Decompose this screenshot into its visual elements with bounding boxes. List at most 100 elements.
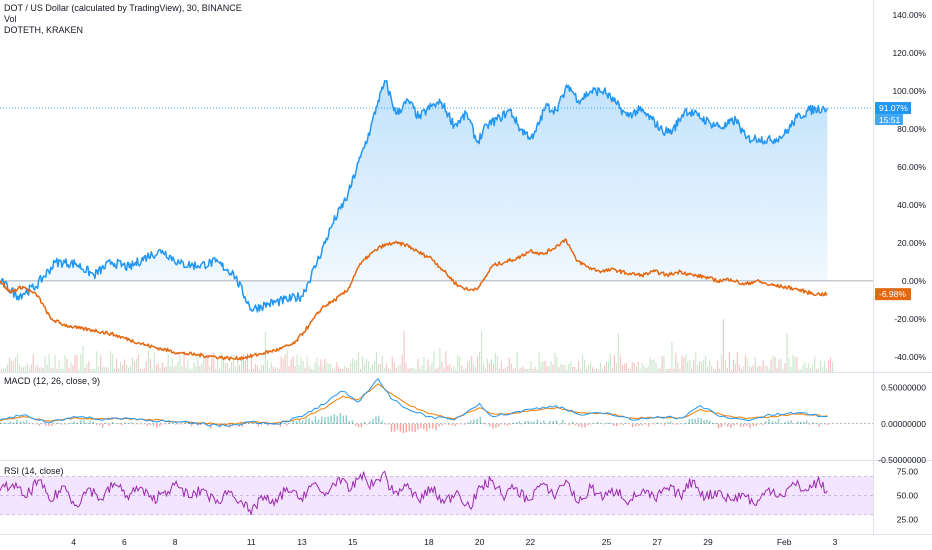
macd-histogram-bar — [60, 423, 63, 425]
macd-histogram-bar — [260, 423, 263, 426]
dot-usd-line[interactable] — [0, 79, 828, 313]
macd-tick-label[interactable]: 0.00000000 — [881, 419, 926, 429]
x-tick-label[interactable]: 11 — [247, 537, 256, 547]
macd-histogram-bar — [777, 418, 780, 424]
volume-bar — [643, 365, 645, 372]
volume-bar — [219, 368, 221, 372]
macd-histogram-bar — [357, 423, 360, 428]
volume-bar — [584, 359, 586, 372]
macd-histogram-bar — [691, 418, 693, 424]
macd-histogram-bar — [336, 416, 338, 424]
y-tick-label[interactable]: -20.00% — [894, 314, 926, 324]
volume-bar — [655, 362, 657, 372]
macd-histogram-bar — [67, 423, 69, 425]
x-tick-label[interactable]: 29 — [703, 537, 713, 547]
macd-histogram-bar — [351, 420, 354, 424]
y-tick-label[interactable]: 0.00% — [902, 276, 927, 286]
price-pane[interactable] — [0, 79, 873, 361]
volume-bar — [241, 355, 243, 372]
doteth-value-tag — [875, 288, 911, 301]
volume-bar — [336, 362, 338, 372]
volume-bar — [252, 368, 254, 372]
macd-pane[interactable] — [0, 378, 873, 434]
macd-histogram-bar — [688, 419, 690, 424]
macd-histogram-bar — [723, 423, 726, 425]
volume-bar — [8, 357, 10, 372]
volume-bar — [425, 369, 427, 372]
volume-bar — [473, 364, 475, 372]
macd-histogram-bar — [676, 423, 678, 425]
macd-tick-label[interactable]: 0.50000000 — [881, 383, 926, 393]
y-tick-label[interactable]: 100.00% — [892, 86, 926, 96]
volume-bar — [360, 369, 362, 372]
volume-bar — [528, 368, 530, 372]
volume-bar — [695, 352, 697, 372]
volume-bar — [590, 362, 592, 372]
y-tick-label[interactable]: 80.00% — [897, 124, 926, 134]
x-tick-label[interactable]: 20 — [475, 537, 485, 547]
macd-tick-label[interactable]: -0.50000000 — [878, 455, 926, 465]
rsi-tick-label[interactable]: 25.00 — [897, 515, 919, 525]
rsi-line[interactable] — [0, 470, 828, 515]
x-tick-label[interactable]: 22 — [526, 537, 536, 547]
macd-legend[interactable]: MACD (12, 26, close, 9) — [4, 376, 101, 386]
macd-histogram-bar — [790, 420, 792, 424]
volume-bar — [306, 356, 308, 372]
volume-bar — [806, 368, 808, 372]
x-tick-label[interactable]: 3 — [833, 537, 838, 547]
x-tick-label[interactable]: 4 — [71, 537, 76, 547]
volume-bar — [369, 367, 371, 372]
volume-bar — [14, 357, 16, 372]
y-tick-label[interactable]: 120.00% — [892, 48, 926, 58]
y-tick-label[interactable]: 140.00% — [892, 10, 926, 20]
volume-legend[interactable]: Vol — [4, 14, 17, 24]
volume-bar — [566, 368, 568, 372]
time-axis[interactable]: 4 6 8 11 13 15 18 20 22 25 27 29 Feb 3 — [71, 537, 837, 547]
doteth-line[interactable] — [0, 238, 828, 361]
macd-histogram-bar — [806, 420, 808, 424]
x-tick-label[interactable]: Feb — [777, 537, 792, 547]
macd-histogram-bar — [184, 423, 186, 424]
x-tick-label[interactable]: 8 — [173, 537, 178, 547]
volume-bar — [28, 369, 30, 372]
volume-bar — [649, 357, 651, 372]
price-axis[interactable]: 140.00% 120.00% 100.00% 80.00% 60.00% 40.00% 2… — [878, 10, 926, 524]
compare-symbol-legend[interactable]: DOTETH, KRAKEN — [4, 25, 84, 35]
volume-bar — [598, 369, 600, 372]
x-tick-label[interactable]: 25 — [602, 537, 612, 547]
macd-histogram-bar — [441, 423, 443, 426]
macd-histogram-bar — [503, 423, 506, 425]
macd-histogram-bar — [467, 422, 469, 424]
macd-histogram-bar — [408, 423, 410, 431]
x-tick-label[interactable]: 15 — [348, 537, 358, 547]
rsi-tick-label[interactable]: 50.00 — [897, 491, 919, 501]
symbol-title[interactable]: DOT / US Dollar (calculated by TradingVi… — [4, 3, 242, 13]
y-tick-label[interactable]: 40.00% — [897, 200, 926, 210]
y-tick-label[interactable]: 60.00% — [897, 162, 926, 172]
rsi-pane[interactable] — [0, 470, 873, 516]
volume-bar — [272, 366, 274, 372]
last-value-tags: 91.07% 15:51 -6.98% — [875, 102, 911, 301]
macd-histogram-bar — [697, 417, 699, 424]
x-tick-label[interactable]: 27 — [653, 537, 663, 547]
macd-histogram-bar — [375, 416, 377, 424]
volume-bar — [377, 363, 379, 372]
volume-bar — [447, 365, 449, 372]
volume-bar — [556, 357, 558, 372]
rsi-legend[interactable]: RSI (14, close) — [4, 466, 64, 476]
macd-line[interactable] — [0, 378, 828, 427]
macd-histogram-bar — [92, 422, 94, 424]
volume-bar — [262, 364, 264, 372]
volume-bar — [736, 351, 738, 372]
macd-histogram-bar — [95, 423, 98, 425]
volume-bar — [508, 357, 510, 372]
x-tick-label[interactable]: 6 — [122, 537, 127, 547]
x-tick-label[interactable]: 18 — [424, 537, 434, 547]
y-tick-label[interactable]: 20.00% — [897, 238, 926, 248]
y-tick-label[interactable]: -40.00% — [894, 352, 926, 362]
x-tick-label[interactable]: 13 — [297, 537, 307, 547]
volume-bar — [770, 359, 772, 372]
volume-bar — [116, 358, 118, 372]
rsi-tick-label[interactable]: 75.00 — [897, 467, 919, 477]
